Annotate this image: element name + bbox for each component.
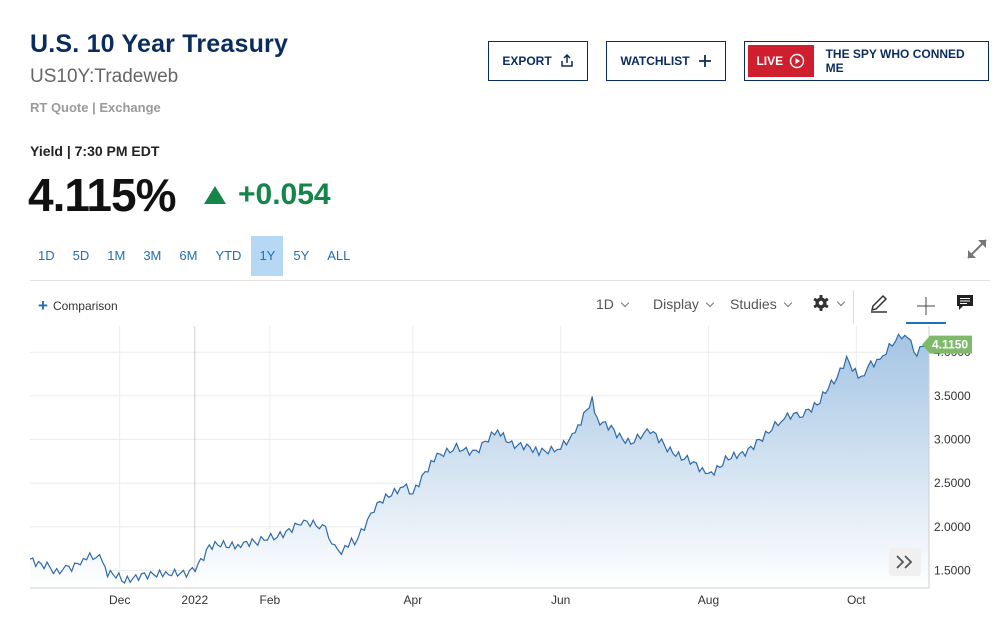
range-tab-ytd[interactable]: YTD (215, 248, 242, 263)
last-price-badge-bg (922, 335, 972, 354)
watchlist-label: WATCHLIST (620, 54, 690, 68)
x-tick-label: 2022 (181, 593, 208, 607)
x-tick-label: Oct (847, 593, 866, 607)
period-label: 1D (596, 296, 614, 312)
last-price-label: 4.1150 (932, 338, 968, 352)
x-tick-label: Apr (404, 593, 423, 607)
toolbar-separator (853, 290, 854, 324)
x-tick-label: Aug (698, 593, 719, 607)
period-dropdown[interactable]: 1D (596, 296, 630, 312)
studies-label: Studies (730, 296, 777, 312)
export-label: EXPORT (502, 54, 552, 68)
chevron-down-icon (620, 298, 630, 307)
settings-dropdown[interactable] (812, 294, 846, 312)
export-button[interactable]: EXPORT (488, 41, 588, 81)
expand-icon[interactable] (964, 236, 990, 262)
scroll-forward-button[interactable] (889, 548, 921, 576)
symbol-label: US10Y:Tradeweb (30, 66, 179, 87)
y-tick-label: 2.0000 (934, 520, 971, 534)
quote-source: RT Quote | Exchange (30, 100, 161, 115)
range-tab-3m[interactable]: 3M (143, 248, 162, 263)
range-tabs: 1D 5D 1M 3M 6M YTD 1Y 5Y ALL (30, 236, 360, 276)
play-icon (789, 53, 805, 69)
x-tick-label: Jun (551, 593, 570, 607)
range-tab-6m[interactable]: 6M (179, 248, 198, 263)
range-tab-all[interactable]: ALL (327, 248, 351, 263)
range-tab-1y[interactable]: 1Y (251, 236, 284, 276)
chevron-down-icon (836, 297, 846, 306)
display-label: Display (653, 296, 699, 312)
page-title: U.S. 10 Year Treasury (30, 30, 289, 58)
plus-icon: + (38, 296, 48, 315)
live-title: THE SPY WHO CONNED ME (825, 47, 965, 75)
area-fill (30, 334, 929, 588)
range-tab-1d[interactable]: 1D (38, 248, 55, 263)
plus-icon (698, 55, 711, 67)
chevron-double-right-icon (896, 555, 913, 569)
range-tab-5y[interactable]: 5Y (293, 248, 310, 263)
x-tick-label: Feb (260, 593, 281, 607)
studies-dropdown[interactable]: Studies (730, 296, 792, 312)
x-tick-label: Dec (109, 593, 130, 607)
price-chart[interactable]: 1.50002.00002.50003.00003.50004.0000Dec2… (0, 326, 994, 626)
comparison-label: Comparison (52, 299, 118, 313)
crosshair-icon (917, 297, 935, 315)
divider (30, 280, 990, 281)
price-change: +0.054 (204, 178, 331, 212)
crosshair-button[interactable] (906, 290, 946, 324)
pencil-icon[interactable] (868, 292, 890, 314)
yield-timestamp: Yield | 7:30 PM EDT (30, 143, 160, 159)
last-price-badge: 4.1150 (922, 335, 972, 354)
live-video-button[interactable]: LIVE THE SPY WHO CONNED ME (744, 41, 989, 81)
comparison-button[interactable]: + Comparison (38, 296, 118, 315)
share-icon (560, 54, 573, 67)
watchlist-button[interactable]: WATCHLIST (606, 41, 726, 81)
y-tick-label: 3.0000 (934, 433, 971, 447)
live-badge-label: LIVE (756, 54, 784, 68)
chevron-down-icon (783, 298, 792, 307)
y-tick-label: 3.5000 (934, 389, 971, 403)
axis-layer: 1.50002.00002.50003.00003.50004.0000Dec2… (30, 326, 971, 607)
range-tab-5d[interactable]: 5D (72, 248, 90, 263)
y-tick-label: 1.5000 (934, 564, 971, 578)
series-line (29, 333, 930, 584)
comment-icon[interactable] (955, 293, 975, 311)
chevron-down-icon (705, 298, 715, 307)
change-value: +0.054 (238, 178, 331, 211)
gear-icon (813, 295, 829, 311)
y-tick-label: 2.5000 (934, 476, 971, 490)
up-arrow-icon (204, 186, 226, 204)
price-value: 4.115% (28, 169, 176, 221)
display-dropdown[interactable]: Display (653, 296, 715, 312)
range-tab-1m[interactable]: 1M (107, 248, 126, 263)
live-badge: LIVE (748, 45, 814, 77)
